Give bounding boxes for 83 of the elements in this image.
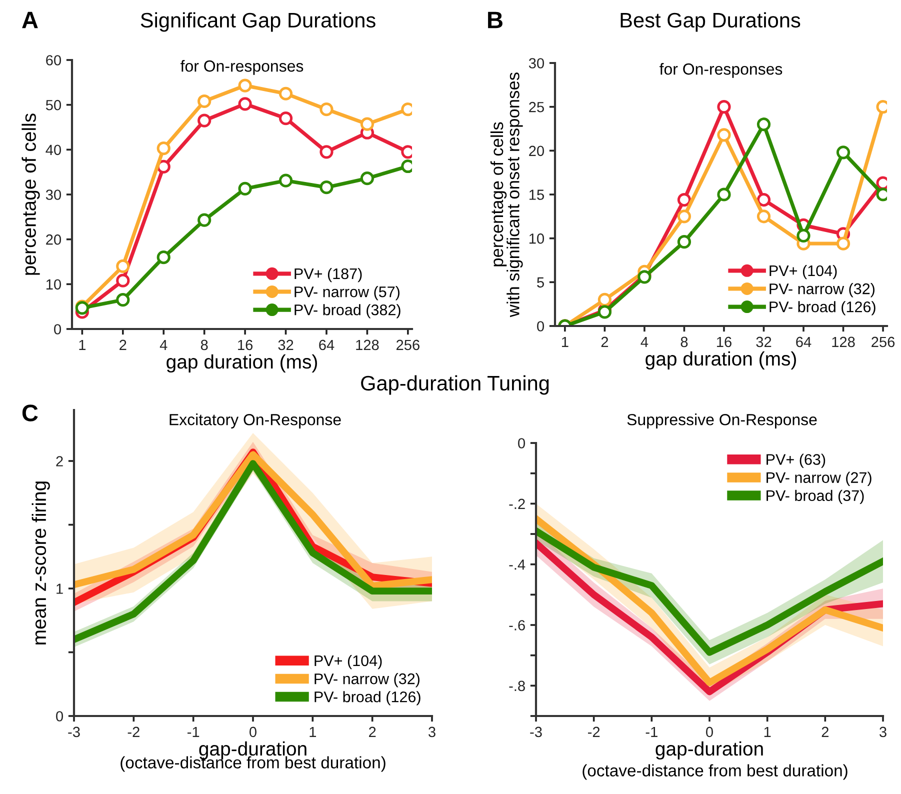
- text: A: [22, 12, 38, 28]
- legend-label: PV- broad (37): [766, 490, 864, 504]
- text: B: [488, 12, 502, 28]
- legend-label: PV+ (104): [314, 654, 382, 670]
- y-tick-label: 15: [529, 190, 544, 200]
- y-tick-label: 30: [528, 58, 544, 68]
- y-tick-label: 25: [529, 102, 544, 112]
- y-tick-label: 30: [46, 190, 62, 200]
- x-tick-label: 2: [822, 726, 828, 737]
- x-tick-label: 4: [160, 340, 168, 350]
- legend-label: PV- narrow (57): [294, 286, 400, 300]
- legend-label: PV+ (187): [294, 268, 362, 282]
- text: Gap-duration Tuning: [361, 375, 549, 395]
- x-tick-label: 32: [756, 336, 772, 348]
- y-tick-label: 2: [56, 456, 63, 466]
- x-tick-label: 2: [369, 726, 376, 737]
- x-tick-label: 2: [120, 340, 126, 350]
- chart-title: Best Gap Durations: [620, 12, 800, 32]
- y-tick-label: -.8: [509, 680, 525, 692]
- y-tick-label: 0: [518, 438, 526, 448]
- y-tick-label: 10: [529, 233, 544, 244]
- y-tick-label: 40: [46, 144, 62, 156]
- y-tick-label: 0: [537, 321, 544, 332]
- y-tick-label: -.2: [509, 498, 525, 509]
- chart-subtitle: for On-responses: [660, 63, 782, 78]
- y-tick-label: 50: [46, 100, 62, 110]
- x-tick-label: 128: [832, 336, 855, 348]
- x-tick-label: 0: [706, 726, 713, 738]
- x-tick-label: -2: [588, 726, 600, 737]
- y-tick-label: 1: [56, 584, 63, 594]
- y-tick-label: 5: [537, 277, 544, 288]
- x-tick-label: 128: [356, 340, 379, 350]
- x-axis-title: gap duration (ms): [166, 354, 317, 373]
- x-tick-label: -3: [68, 726, 80, 738]
- x-tick-label: 16: [716, 336, 732, 348]
- x-tick-label: 16: [238, 340, 253, 350]
- y-tick-label: 20: [529, 146, 544, 156]
- x-tick-label: 8: [200, 340, 208, 350]
- y-tick-label: -.4: [509, 560, 526, 570]
- y-tick-label: -.6: [509, 620, 525, 630]
- x-tick-label: 256: [396, 340, 420, 350]
- x-tick-label: 4: [640, 336, 648, 347]
- x-tick-label: 2: [601, 336, 608, 347]
- x-tick-label: 3: [428, 726, 436, 738]
- x-tick-label: -3: [530, 726, 542, 738]
- legend-label: PV+ (63): [766, 454, 826, 468]
- y-tick-label: 20: [46, 234, 62, 245]
- x-tick-label: 64: [796, 336, 812, 348]
- x-tick-label: 0: [250, 726, 256, 738]
- x-tick-label: 32: [278, 340, 294, 350]
- y-tick-label: 10: [46, 279, 62, 290]
- y-axis-title: percentage of cells: [22, 114, 40, 275]
- x-tick-label: 1: [79, 340, 86, 350]
- x-tick-label: -2: [128, 726, 140, 737]
- y-axis-title: mean z-score firing: [32, 482, 50, 644]
- chart-title: Excitatory On-Response: [170, 414, 341, 428]
- x-tick-label: -1: [188, 726, 200, 737]
- x-tick-label: 8: [680, 336, 688, 348]
- legend-label: PV- broad (382): [294, 304, 400, 318]
- legend-label: PV- narrow (32): [770, 283, 874, 298]
- x-axis-title: gap-duration: [656, 741, 763, 760]
- legend-label: PV- broad (126): [314, 691, 420, 706]
- x-tick-label: 256: [872, 336, 895, 348]
- text: C: [22, 404, 38, 422]
- chart-title: Suppressive On-Response: [627, 414, 817, 428]
- legend-label: PV- broad (126): [770, 301, 876, 316]
- y-tick-label: 60: [46, 55, 62, 66]
- legend-label: PV- narrow (27): [766, 472, 872, 486]
- y-tick-label: 0: [54, 324, 62, 334]
- chart-title: Significant Gap Durations: [140, 12, 376, 32]
- x-tick-label: 3: [880, 726, 886, 738]
- x-tick-label: 1: [310, 726, 316, 737]
- x-tick-label: 64: [319, 340, 334, 350]
- x-tick-label: 1: [764, 726, 771, 737]
- y-axis-title: percentage of cells with significant onset responses: [490, 72, 523, 318]
- legend-label: PV+ (104): [770, 264, 837, 280]
- legend-label: PV- narrow (32): [314, 673, 420, 688]
- text: (octave-distance from best duration): [582, 764, 848, 780]
- chart-subtitle: for On-responses: [180, 60, 304, 75]
- x-tick-label: 1: [562, 336, 568, 347]
- x-tick-label: -1: [646, 726, 658, 737]
- y-tick-label: 0: [56, 711, 64, 722]
- x-axis-title: gap duration (ms): [646, 351, 796, 370]
